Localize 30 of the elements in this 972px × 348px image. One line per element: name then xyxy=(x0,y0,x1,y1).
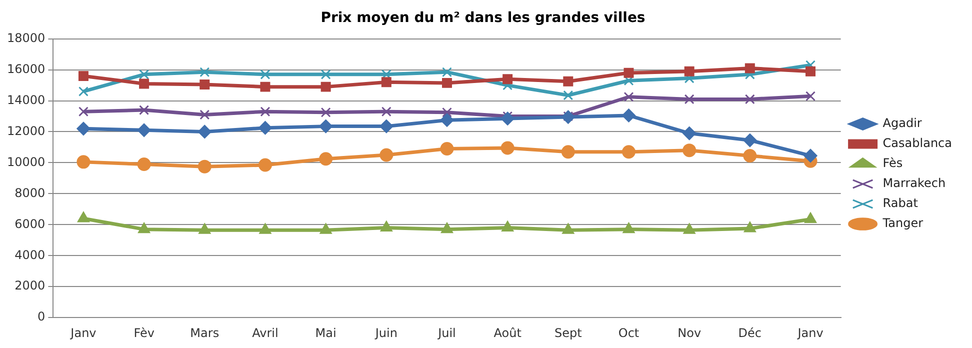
y-tick-label: 6000 xyxy=(14,216,46,231)
x-tick-label: Juil xyxy=(437,326,456,340)
x-tick-label: Avril xyxy=(252,326,278,340)
x-tick-label: Déc xyxy=(738,326,762,340)
x-tick-label: Mars xyxy=(190,326,220,340)
x-tick-label: Sept xyxy=(554,326,582,340)
y-tick-label: 18000 xyxy=(6,30,46,45)
y-tick-label: 14000 xyxy=(6,92,46,107)
legend-label: Fès xyxy=(882,156,903,170)
x-tick-label: Mai xyxy=(315,326,336,340)
x-tick-label: Août xyxy=(494,326,522,340)
x-tick-label: Fèv xyxy=(134,326,154,340)
y-tick-label: 10000 xyxy=(6,154,46,169)
y-tick-label: 0 xyxy=(38,310,46,324)
legend-label: Marrakech xyxy=(882,176,946,190)
y-tick-label: 4000 xyxy=(14,248,46,262)
chart-title: Prix moyen du m² dans les grandes villes xyxy=(320,10,646,26)
x-tick-label: Janv xyxy=(796,326,824,340)
x-tick-label: Oct xyxy=(618,326,640,340)
y-tick-label: 8000 xyxy=(14,186,46,200)
y-tick-label: 2000 xyxy=(14,278,46,293)
x-tick-label: Juin xyxy=(374,326,398,340)
legend-label: Agadir xyxy=(882,116,922,130)
y-tick-label: 16000 xyxy=(6,62,46,76)
legend-label: Tanger xyxy=(882,216,924,230)
legend-label: Rabat xyxy=(882,196,918,210)
x-tick-label: Nov xyxy=(678,326,702,340)
x-tick-label: Janv xyxy=(70,326,96,340)
legend-label: Casablanca xyxy=(882,136,952,150)
y-tick-label: 12000 xyxy=(6,124,46,138)
